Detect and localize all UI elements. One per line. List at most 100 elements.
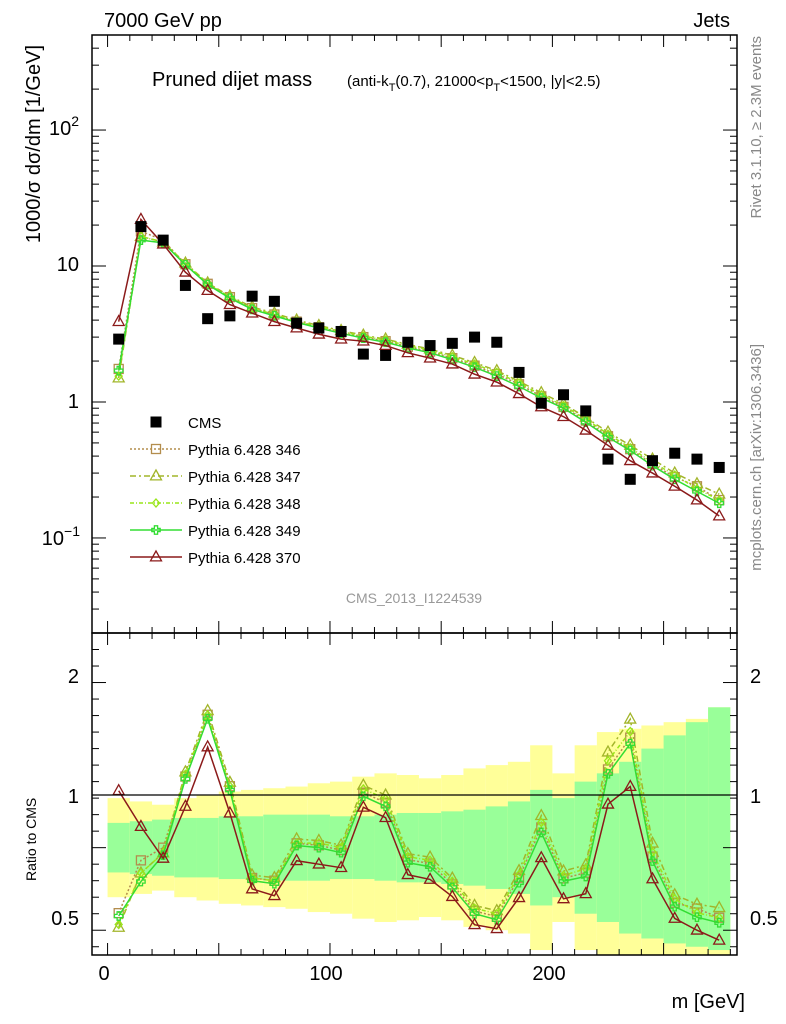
- axis-ticks: [92, 34, 737, 955]
- y-tick-label-1: 1: [68, 391, 79, 413]
- legend-marker: [150, 416, 162, 428]
- ratio-inner-band-bin: [241, 816, 264, 880]
- ratio-inner-band-bin: [552, 798, 575, 898]
- ratio-inner-band-bin: [574, 781, 597, 914]
- series-5-ratio-point: [201, 739, 215, 752]
- series-4-ratio-point: [514, 877, 524, 888]
- series-2-ratio-point: [623, 711, 637, 724]
- cms-data-point: [713, 461, 725, 473]
- series-5-ratio-point: [312, 856, 326, 869]
- series-5-ratio-point: [579, 886, 593, 899]
- series-5-point: [467, 366, 482, 379]
- series-3-point: [358, 331, 368, 342]
- series-5-ratio-point: [534, 850, 548, 863]
- series-5-ratio-point: [512, 890, 526, 903]
- series-5-point: [245, 305, 259, 318]
- series-4-ratio-point: [603, 768, 613, 779]
- ratio-tick-label-right-2: 2: [750, 666, 761, 688]
- series-3-ratio-point: [425, 855, 435, 866]
- series-4-ratio-point: [202, 713, 213, 724]
- cms-data-point: [513, 366, 525, 378]
- series-3-ratio-point: [292, 838, 301, 849]
- ratio-inner-band-bin: [418, 812, 442, 883]
- series-4-ratio-point: [113, 911, 124, 921]
- cms-data-point: [424, 340, 436, 352]
- series-4-ratio-point: [625, 738, 636, 749]
- series-3-point: [247, 303, 257, 314]
- cms-data-point: [313, 322, 325, 334]
- cms-data-point: [157, 234, 169, 246]
- series-5-ratio-point: [668, 911, 682, 923]
- x-tick-label-0: 0: [98, 963, 109, 985]
- series-2-point: [467, 355, 482, 368]
- series-4-ratio-point: [291, 840, 302, 851]
- series-4-ratio-point: [714, 917, 725, 928]
- series-2-ratio-point: [356, 777, 370, 790]
- series-5-point: [401, 345, 415, 358]
- series-2-point: [490, 363, 504, 376]
- x-axis-label: m [GeV]: [672, 991, 745, 1013]
- series-3-ratio-line: [118, 712, 720, 925]
- series-5-ratio-point: [401, 867, 415, 880]
- series-4-ratio-point: [180, 774, 191, 784]
- series-4-ratio-point: [469, 908, 480, 919]
- series-5-point: [378, 338, 393, 351]
- cms-data-point: [113, 333, 125, 345]
- series-4-point: [625, 445, 636, 456]
- series-4-point: [714, 498, 725, 509]
- series-4-ratio-point: [580, 871, 591, 882]
- rivet-version-text: Rivet 3.1.10, ≥ 2.3M events: [748, 36, 765, 219]
- series-2-point: [534, 385, 548, 398]
- cms-data-point: [469, 331, 481, 343]
- series-5-point: [556, 409, 571, 422]
- series-4-ratio-point: [269, 878, 280, 889]
- series-5-point: [445, 356, 459, 369]
- ratio-inner-band-bin: [463, 809, 486, 886]
- series-4-ratio-point: [692, 912, 702, 923]
- cms-data-point: [491, 336, 503, 348]
- series-2-point: [245, 299, 259, 312]
- series-2-point: [223, 288, 237, 301]
- series-4-ratio-point: [314, 842, 324, 853]
- series-5-point: [423, 350, 437, 363]
- series-3-point: [447, 351, 457, 362]
- series-5-ratio-point: [223, 805, 237, 818]
- analysis-id: CMS_2013_I1224539: [346, 590, 482, 606]
- series-2-point: [668, 465, 682, 478]
- series-2-ratio-point: [378, 787, 393, 800]
- y-axis-label: 1000/σ dσ/dm [1/GeV]: [23, 45, 45, 243]
- series-5-point: [690, 492, 704, 505]
- series-2-line: [117, 235, 720, 495]
- ratio-inner-band-bin: [507, 801, 531, 894]
- series-4-point: [447, 354, 458, 365]
- legend-label: Pythia 6.428 347: [188, 469, 301, 486]
- series-3-ratio-point: [470, 903, 479, 914]
- cms-data-point: [646, 455, 658, 467]
- series-3-ratio-point: [536, 817, 546, 828]
- series-4-point: [113, 365, 124, 376]
- series-4-ratio-point: [558, 876, 569, 887]
- series-5-point: [178, 264, 193, 277]
- cms-data-point: [335, 325, 347, 337]
- ratio-inner-band-bin: [263, 814, 286, 881]
- ratio-inner-band-bin: [218, 816, 242, 880]
- cms-data-point: [246, 290, 258, 302]
- cms-data-point: [224, 310, 236, 322]
- series-5-line: [117, 217, 720, 517]
- series-1-ratio-point: [135, 855, 147, 866]
- series-5-ratio-point: [134, 819, 148, 831]
- series-5-ratio-point: [623, 779, 637, 792]
- cms-data-point: [291, 317, 303, 329]
- series-5-ratio-point: [601, 796, 615, 809]
- main-series: [112, 212, 726, 521]
- series-5-ratio-point: [378, 810, 393, 823]
- series-5-point: [267, 314, 281, 327]
- series-5-point: [112, 314, 126, 327]
- ratio-inner-band-bin: [663, 735, 686, 944]
- series-5-ratio-point: [556, 891, 571, 904]
- series-1-ratio-point: [469, 905, 480, 917]
- series-4-line: [117, 239, 720, 504]
- chart-title: Pruned dijet mass: [152, 69, 312, 91]
- ratio-inner-band-bin: [174, 817, 197, 878]
- series-1-ratio-point: [625, 732, 636, 743]
